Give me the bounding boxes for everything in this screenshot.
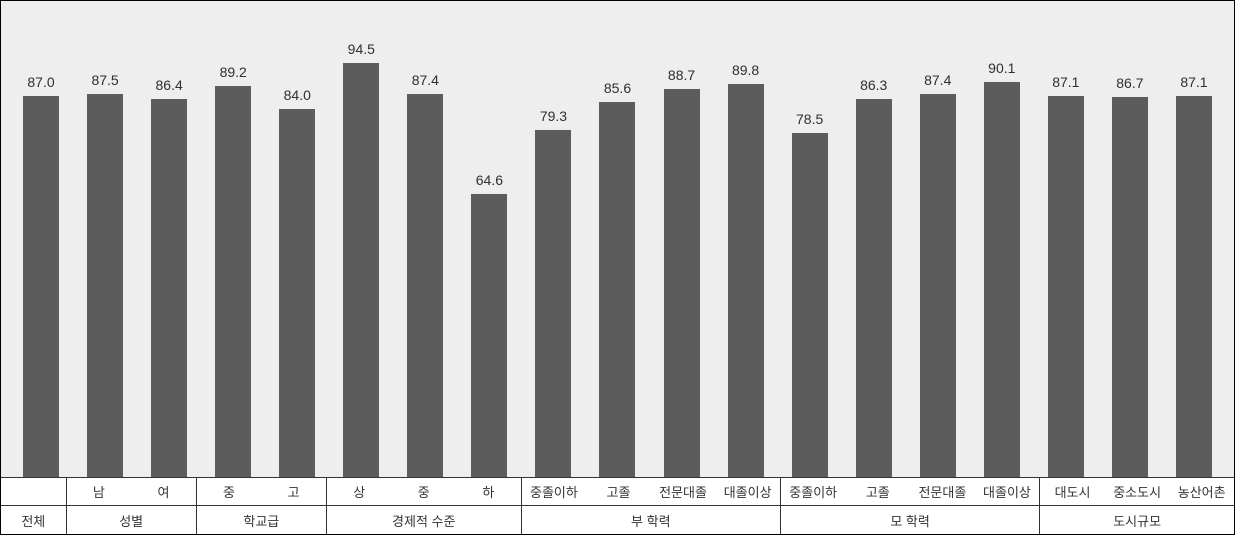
bar-cell: 64.6 [457, 39, 521, 477]
bar-group: 87.5 86.4 [73, 39, 201, 477]
bar-group: 89.2 84.0 [201, 39, 329, 477]
bar [343, 63, 379, 477]
bar [664, 89, 700, 478]
bar [856, 99, 892, 477]
bar-cell: 78.5 [778, 39, 842, 477]
bar-value-label: 84.0 [284, 87, 311, 103]
bar-cell: 87.0 [9, 39, 73, 477]
axis-group-label: 학교급 [197, 506, 327, 534]
bar [1112, 97, 1148, 477]
bar-value-label: 87.1 [1180, 74, 1207, 90]
axis-sub-label: 농산어촌 [1169, 478, 1234, 505]
bar-value-label: 78.5 [796, 111, 823, 127]
axis-sub-label: 대졸이상 [975, 478, 1041, 505]
axis-sub-label: 중 [197, 478, 262, 505]
bar-value-label: 88.7 [668, 67, 695, 83]
bar-value-label: 89.8 [732, 62, 759, 78]
axis-group-label: 부 학력 [522, 506, 781, 534]
axis-sub-label: 남 [67, 478, 132, 505]
bar [984, 82, 1020, 477]
bar-value-label: 64.6 [476, 172, 503, 188]
bar-value-label: 87.4 [412, 72, 439, 88]
bar [87, 94, 123, 477]
bar-cell: 87.4 [393, 39, 457, 477]
bar-cell: 87.1 [1034, 39, 1098, 477]
axis-sub-label: 고 [261, 478, 327, 505]
axis-sub-label: 여 [131, 478, 197, 505]
axis-sub-label: 고졸 [586, 478, 651, 505]
bar-cell: 84.0 [265, 39, 329, 477]
axis-rows: 남여중고상중하중졸이하고졸전문대졸대졸이상중졸이하고졸전문대졸대졸이상대도시중소… [1, 477, 1234, 534]
axis-row-sub: 남여중고상중하중졸이하고졸전문대졸대졸이상중졸이하고졸전문대졸대졸이상대도시중소… [1, 478, 1234, 506]
axis-sub-label: 중졸이하 [522, 478, 587, 505]
bar-value-label: 87.1 [1052, 74, 1079, 90]
bar-value-label: 87.4 [924, 72, 951, 88]
bar-value-label: 86.3 [860, 77, 887, 93]
bar [1048, 96, 1084, 477]
bar [535, 130, 571, 477]
axis-sub-label: 대졸이상 [715, 478, 781, 505]
axis-sub-label: 전문대졸 [910, 478, 975, 505]
axis-sub-label: 상 [327, 478, 392, 505]
bar-value-label: 90.1 [988, 60, 1015, 76]
axis-sub-label: 중 [391, 478, 456, 505]
bar-cell: 87.4 [906, 39, 970, 477]
bar [23, 96, 59, 477]
bar-cell: 94.5 [329, 39, 393, 477]
bar-value-label: 89.2 [220, 64, 247, 80]
axis-group-label: 도시규모 [1040, 506, 1234, 534]
bar [728, 84, 764, 477]
bar-group: 87.0 [9, 39, 73, 477]
bar-cell: 89.2 [201, 39, 265, 477]
bar [279, 109, 315, 477]
bar-cell: 79.3 [521, 39, 585, 477]
axis-sub-label: 중소도시 [1105, 478, 1170, 505]
bar-value-label: 86.4 [156, 77, 183, 93]
bar-cell: 87.1 [1162, 39, 1226, 477]
bar [471, 194, 507, 477]
bar-cell: 87.5 [73, 39, 137, 477]
axis-group-label: 전체 [1, 506, 67, 534]
axis-sub-label: 중졸이하 [781, 478, 846, 505]
bar [920, 94, 956, 477]
bar-cell: 85.6 [585, 39, 649, 477]
axis-sub-label [1, 478, 67, 505]
axis-sub-label: 대도시 [1040, 478, 1105, 505]
plot-area: 87.0 87.5 86.4 89.2 84.0 94.5 87.4 64.6 79.3 85.6… [1, 1, 1234, 477]
bar-value-label: 87.0 [27, 74, 54, 90]
bar-cell: 89.8 [714, 39, 778, 477]
axis-group-label: 모 학력 [781, 506, 1040, 534]
axis-sub-label: 하 [456, 478, 522, 505]
chart-container: 87.0 87.5 86.4 89.2 84.0 94.5 87.4 64.6 79.3 85.6… [0, 0, 1235, 535]
bar [1176, 96, 1212, 477]
bar [215, 86, 251, 477]
bar [407, 94, 443, 477]
bar-value-label: 87.5 [91, 72, 118, 88]
bar-cell: 86.7 [1098, 39, 1162, 477]
bar-value-label: 94.5 [348, 41, 375, 57]
bars-row: 87.0 87.5 86.4 89.2 84.0 94.5 87.4 64.6 79.3 85.6… [9, 39, 1226, 477]
axis-row-group: 전체성별학교급경제적 수준부 학력모 학력도시규모 [1, 506, 1234, 534]
bar-cell: 90.1 [970, 39, 1034, 477]
bar-value-label: 86.7 [1116, 75, 1143, 91]
bar-value-label: 85.6 [604, 80, 631, 96]
bar-cell: 86.4 [137, 39, 201, 477]
bar [792, 133, 828, 477]
bar-group: 78.5 86.3 87.4 90.1 [778, 39, 1034, 477]
axis-sub-label: 고졸 [846, 478, 911, 505]
axis-group-label: 성별 [67, 506, 197, 534]
bar-group: 79.3 85.6 88.7 89.8 [521, 39, 777, 477]
bar-value-label: 79.3 [540, 108, 567, 124]
bar-group: 94.5 87.4 64.6 [329, 39, 521, 477]
bar-cell: 88.7 [650, 39, 714, 477]
bar [151, 99, 187, 477]
axis-group-label: 경제적 수준 [327, 506, 522, 534]
bar-group: 87.1 86.7 87.1 [1034, 39, 1226, 477]
bar-cell: 86.3 [842, 39, 906, 477]
bar [599, 102, 635, 477]
axis-sub-label: 전문대졸 [651, 478, 716, 505]
